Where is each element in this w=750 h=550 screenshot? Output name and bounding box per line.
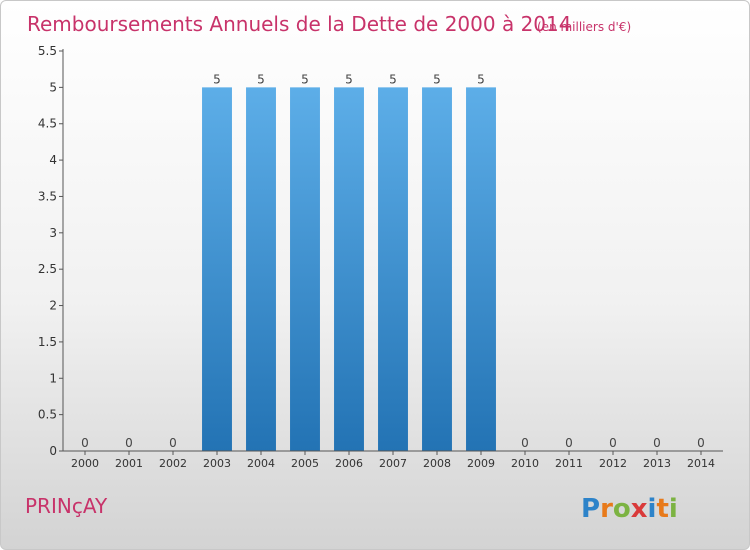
bar xyxy=(378,87,408,451)
bar xyxy=(334,87,364,451)
bar-data-label: 0 xyxy=(125,436,133,450)
x-tick-label: 2001 xyxy=(115,457,143,470)
bar-data-label: 5 xyxy=(213,72,221,86)
y-tick-label: 0.5 xyxy=(38,408,57,422)
y-tick-label: 2 xyxy=(49,299,57,313)
proxiti-logo: Proxiti xyxy=(581,494,678,524)
y-tick-label: 3.5 xyxy=(38,189,57,203)
bar-data-label: 0 xyxy=(565,436,573,450)
x-axis: 2000 2001 2002 2003 2004 2005 2006 2007 2008 2009… xyxy=(63,450,723,470)
x-tick-label: 2003 xyxy=(203,457,231,470)
bar-data-label: 0 xyxy=(697,436,705,450)
bar xyxy=(246,87,276,451)
x-tick-label: 2012 xyxy=(599,457,627,470)
bar-data-label: 0 xyxy=(169,436,177,450)
y-tick-label: 5.5 xyxy=(38,44,57,58)
bar-data-label: 5 xyxy=(433,72,441,86)
bar-data-label: 0 xyxy=(653,436,661,450)
bar xyxy=(466,87,496,451)
y-axis: 0 0.5 1 1.5 2 2.5 3 3.5 4 4.5 5 5.5 xyxy=(38,44,64,458)
bars: 0 0 0 5 5 5 5 5 5 5 0 0 0 0 0 xyxy=(81,72,705,451)
chart-title: Remboursements Annuels de la Dette de 20… xyxy=(27,12,571,36)
y-tick-label: 1.5 xyxy=(38,335,57,349)
y-tick-label: 4 xyxy=(49,153,57,167)
x-tick-label: 2010 xyxy=(511,457,539,470)
x-tick-label: 2011 xyxy=(555,457,583,470)
x-tick-label: 2007 xyxy=(379,457,407,470)
x-tick-label: 2004 xyxy=(247,457,275,470)
bar-data-label: 0 xyxy=(81,436,89,450)
bar-data-label: 5 xyxy=(477,72,485,86)
x-tick-label: 2013 xyxy=(643,457,671,470)
y-tick-label: 1 xyxy=(49,371,57,385)
y-tick-label: 4.5 xyxy=(38,117,57,131)
y-tick-label: 5 xyxy=(49,80,57,94)
x-tick-label: 2014 xyxy=(687,457,715,470)
x-tick-label: 2000 xyxy=(71,457,99,470)
chart-unit-note: (en milliers d'€) xyxy=(537,20,631,34)
y-tick-label: 3 xyxy=(49,226,57,240)
x-tick-label: 2006 xyxy=(335,457,363,470)
x-tick-label: 2009 xyxy=(467,457,495,470)
x-tick-label: 2005 xyxy=(291,457,319,470)
x-tick-label: 2008 xyxy=(423,457,451,470)
bar-data-label: 0 xyxy=(609,436,617,450)
bar-data-label: 5 xyxy=(345,72,353,86)
bar-data-label: 5 xyxy=(257,72,265,86)
bar xyxy=(202,87,232,451)
bar xyxy=(422,87,452,451)
x-tick-label: 2002 xyxy=(159,457,187,470)
y-tick-label: 2.5 xyxy=(38,262,57,276)
commune-name: PRINçAY xyxy=(25,494,108,518)
bar-data-label: 5 xyxy=(389,72,397,86)
bar-data-label: 0 xyxy=(521,436,529,450)
bar xyxy=(290,87,320,451)
y-tick-label: 0 xyxy=(49,444,57,458)
bar-data-label: 5 xyxy=(301,72,309,86)
